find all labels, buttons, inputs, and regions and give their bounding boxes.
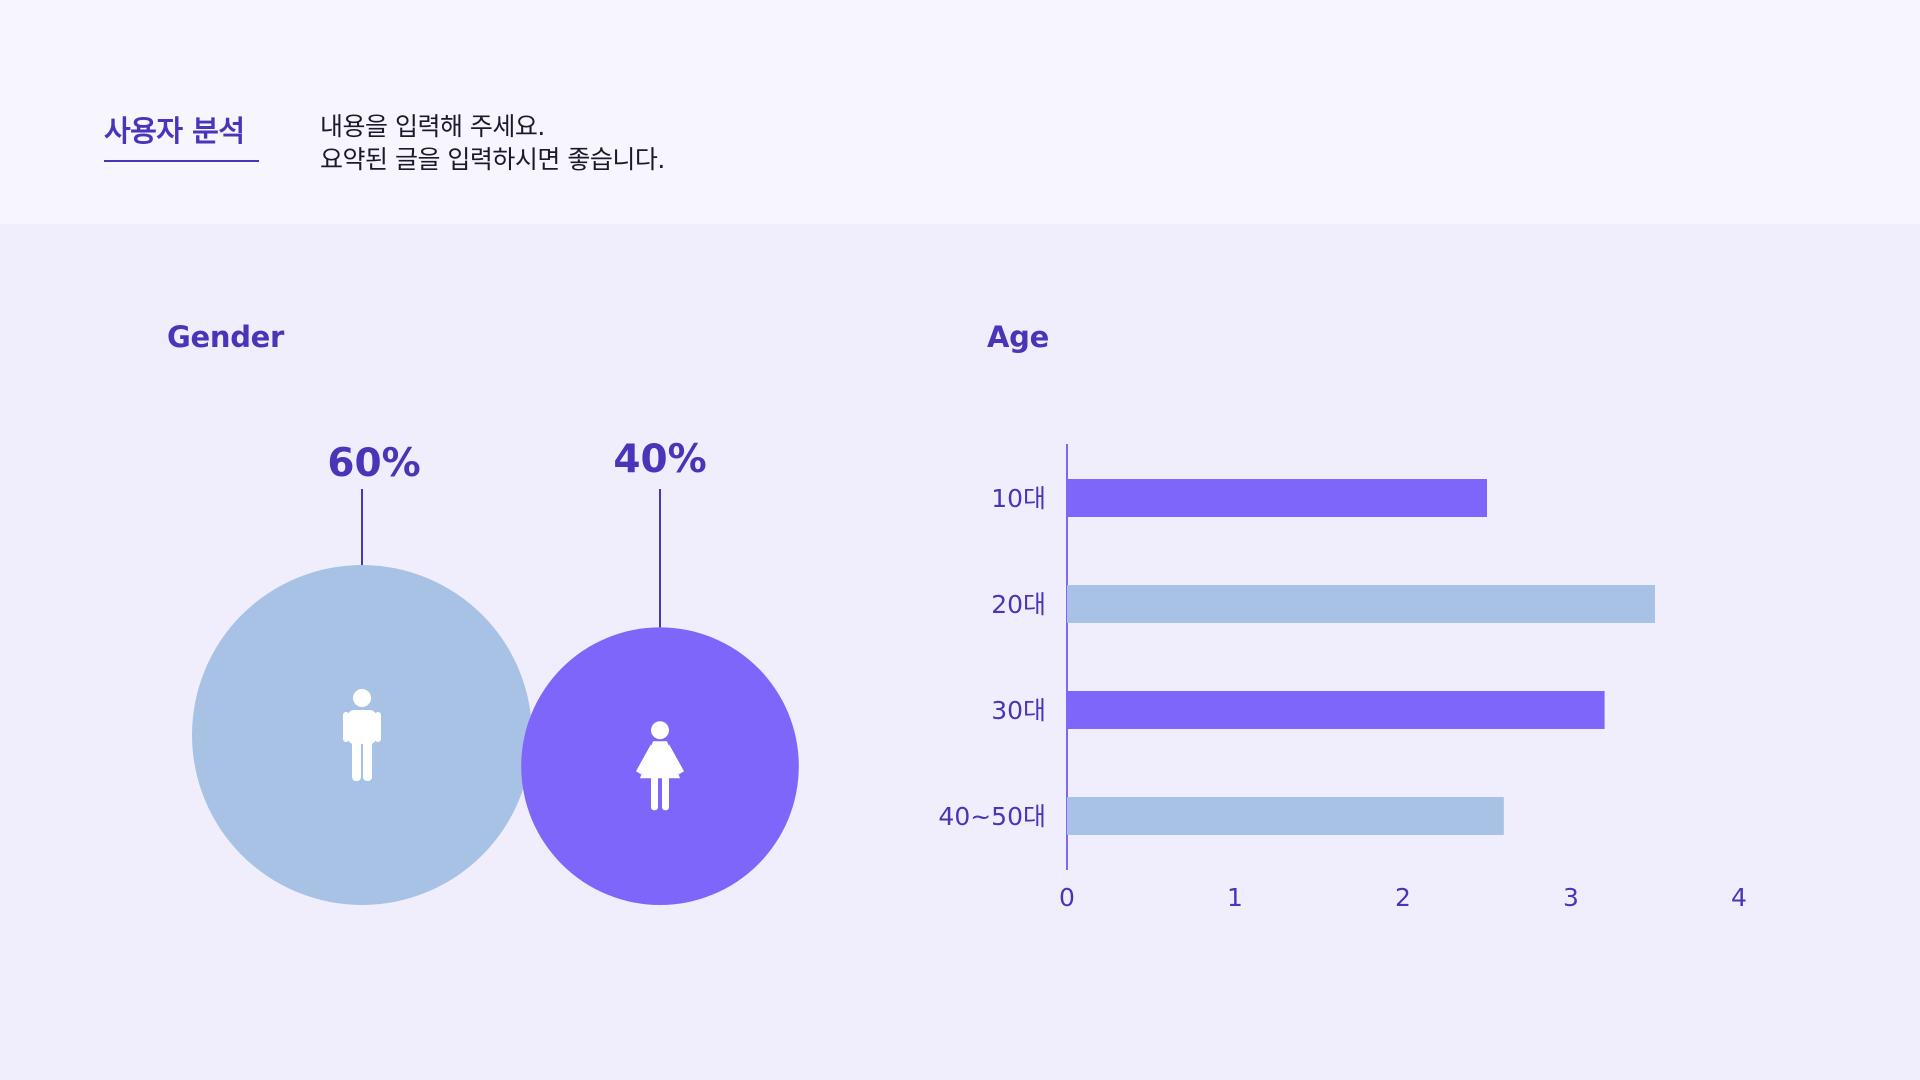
age-bar-1 (1067, 585, 1655, 623)
male-icon (343, 689, 381, 781)
age-x-tick-label-1: 1 (1227, 883, 1243, 912)
female-icon (636, 721, 684, 811)
page-title: 사용자 분석 (104, 114, 245, 148)
age-bar-3 (1067, 797, 1504, 835)
summary-line-1: 내용을 입력해 주세요. (320, 112, 545, 141)
age-bar-0 (1067, 479, 1487, 517)
summary-text: 내용을 입력해 주세요. 요약된 글을 입력하시면 좋습니다. (320, 110, 665, 176)
age-x-tick-label-2: 2 (1395, 883, 1411, 912)
gender-chart-title: Gender (167, 320, 285, 354)
age-x-tick-label-4: 4 (1731, 883, 1747, 912)
summary-line-2: 요약된 글을 입력하시면 좋습니다. (320, 145, 665, 174)
gender-pct-label-0: 60% (327, 441, 420, 486)
title-underline (104, 160, 259, 162)
header-band (0, 0, 1920, 224)
gender-pct-label-1: 40% (613, 437, 706, 482)
age-category-label-0: 10대 (991, 484, 1046, 513)
age-bar-2 (1067, 691, 1605, 729)
age-x-tick-label-3: 3 (1563, 883, 1579, 912)
age-category-label-3: 40~50대 (938, 802, 1046, 831)
age-x-tick-label-0: 0 (1059, 883, 1075, 912)
age-chart-title: Age (987, 320, 1049, 354)
age-category-label-1: 20대 (991, 590, 1046, 619)
age-category-label-2: 30대 (991, 696, 1046, 725)
